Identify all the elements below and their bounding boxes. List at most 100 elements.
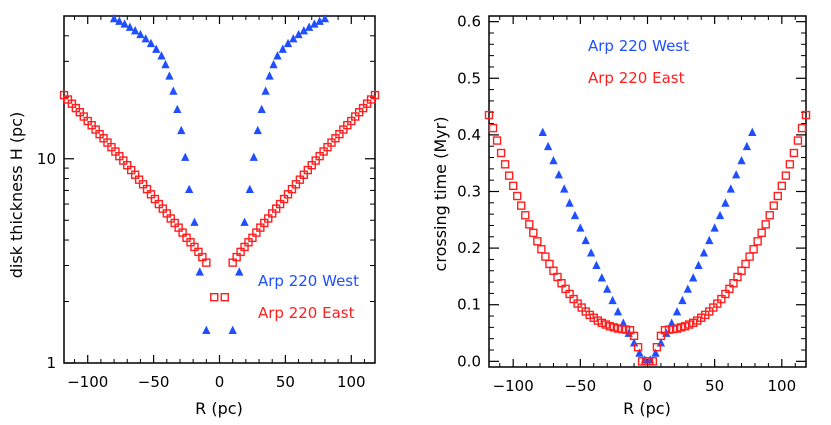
east-data-point xyxy=(370,90,380,100)
east-data-point xyxy=(496,148,506,158)
west-data-point xyxy=(586,248,596,257)
west-data-point xyxy=(715,210,725,220)
west-data-point xyxy=(689,273,698,282)
west-data-point xyxy=(253,125,262,135)
east-data-point xyxy=(741,259,750,269)
east-data-point xyxy=(504,171,514,180)
east-data-point xyxy=(769,201,778,210)
x-tick-label: −100 xyxy=(493,377,534,395)
right-legend-east: Arp 220 East xyxy=(588,69,685,87)
east-data-point xyxy=(648,357,658,366)
east-data-point xyxy=(785,160,795,169)
east-data-point xyxy=(521,211,530,220)
left-data-points xyxy=(59,13,380,334)
west-data-point xyxy=(202,325,211,334)
west-data-point xyxy=(240,217,249,226)
x-tick-label: −100 xyxy=(67,373,108,391)
right-x-ticks: −100 −50 0 50 100 xyxy=(493,16,797,395)
east-data-point xyxy=(537,245,546,254)
west-data-point xyxy=(672,307,682,316)
west-data-point xyxy=(169,86,178,95)
west-data-point xyxy=(157,51,166,60)
west-data-point xyxy=(694,260,703,269)
x-tick-label: 100 xyxy=(768,377,797,395)
east-data-point xyxy=(789,148,799,158)
y-tick-label: 0.2 xyxy=(457,239,481,257)
east-data-point xyxy=(629,331,639,341)
east-data-point xyxy=(59,90,69,100)
west-data-point xyxy=(726,184,735,193)
east-data-point xyxy=(492,136,502,145)
west-data-point xyxy=(257,104,266,114)
x-tick-label: 0 xyxy=(643,377,653,395)
west-data-point xyxy=(742,141,752,151)
east-data-point xyxy=(525,220,534,229)
east-data-point xyxy=(793,136,803,145)
west-data-point xyxy=(115,16,124,25)
west-data-point xyxy=(273,51,282,60)
west-data-point xyxy=(109,13,119,23)
east-data-point xyxy=(488,123,498,133)
east-data-point xyxy=(652,342,662,352)
west-data-point xyxy=(278,44,287,53)
right-y-axis-label: crossing time (Myr) xyxy=(431,117,450,272)
west-data-point xyxy=(315,16,324,25)
west-data-point xyxy=(560,184,569,193)
west-data-point xyxy=(651,348,660,357)
east-data-point xyxy=(761,220,770,229)
east-data-point xyxy=(797,123,807,133)
y-tick-label: 0.4 xyxy=(457,126,481,144)
east-data-point xyxy=(220,292,229,302)
west-data-point xyxy=(705,235,714,245)
right-data-points xyxy=(484,110,811,366)
east-data-point xyxy=(533,237,542,246)
east-data-point xyxy=(541,252,550,261)
left-y-axis-label: disk thickness H (pc) xyxy=(7,112,26,279)
west-data-point xyxy=(228,325,237,334)
west-data-point xyxy=(737,155,746,165)
west-data-point xyxy=(181,152,190,161)
y-tick-label: 0.3 xyxy=(457,183,481,201)
east-data-point xyxy=(633,342,643,352)
west-data-point xyxy=(141,34,150,43)
west-data-point xyxy=(173,104,182,114)
west-data-point xyxy=(613,307,623,316)
east-data-point xyxy=(545,259,554,269)
y-tick-label: 0.1 xyxy=(457,296,481,314)
west-data-point xyxy=(710,223,719,232)
east-data-point xyxy=(753,237,762,246)
west-data-point xyxy=(265,71,274,80)
west-data-point xyxy=(699,248,709,257)
west-data-point xyxy=(152,44,161,53)
x-tick-label: −50 xyxy=(138,373,170,391)
west-data-point xyxy=(195,267,204,276)
east-data-point xyxy=(757,228,766,238)
west-data-point xyxy=(269,59,278,69)
west-data-point xyxy=(603,284,612,293)
west-data-point xyxy=(683,284,692,293)
x-tick-label: 0 xyxy=(215,373,225,391)
west-data-point xyxy=(635,348,644,357)
y-tick-label: 10 xyxy=(37,150,56,168)
west-data-point xyxy=(608,295,617,305)
left-legend-east: Arp 220 East xyxy=(258,304,355,322)
y-tick-label: 0.6 xyxy=(457,13,481,31)
west-data-point xyxy=(554,170,563,179)
right-legend-west: Arp 220 West xyxy=(588,37,689,55)
y-tick-label: 0.0 xyxy=(457,352,481,370)
west-data-point xyxy=(283,38,293,48)
west-data-point xyxy=(289,34,298,43)
east-data-point xyxy=(781,171,791,180)
x-tick-label: −50 xyxy=(565,377,597,395)
east-data-point xyxy=(777,181,787,191)
x-tick-label: 100 xyxy=(337,373,366,391)
left-x-ticks: −100 −50 0 50 100 xyxy=(67,16,366,391)
left-chart-panel: −100 −50 0 50 100 1 10 R (pc) disk thickness … xyxy=(7,13,380,418)
left-x-axis-label: R (pc) xyxy=(195,399,243,418)
west-data-point xyxy=(543,141,553,151)
west-data-point xyxy=(165,71,174,80)
west-data-point xyxy=(161,59,170,69)
west-data-point xyxy=(732,170,741,179)
west-data-point xyxy=(748,127,757,136)
